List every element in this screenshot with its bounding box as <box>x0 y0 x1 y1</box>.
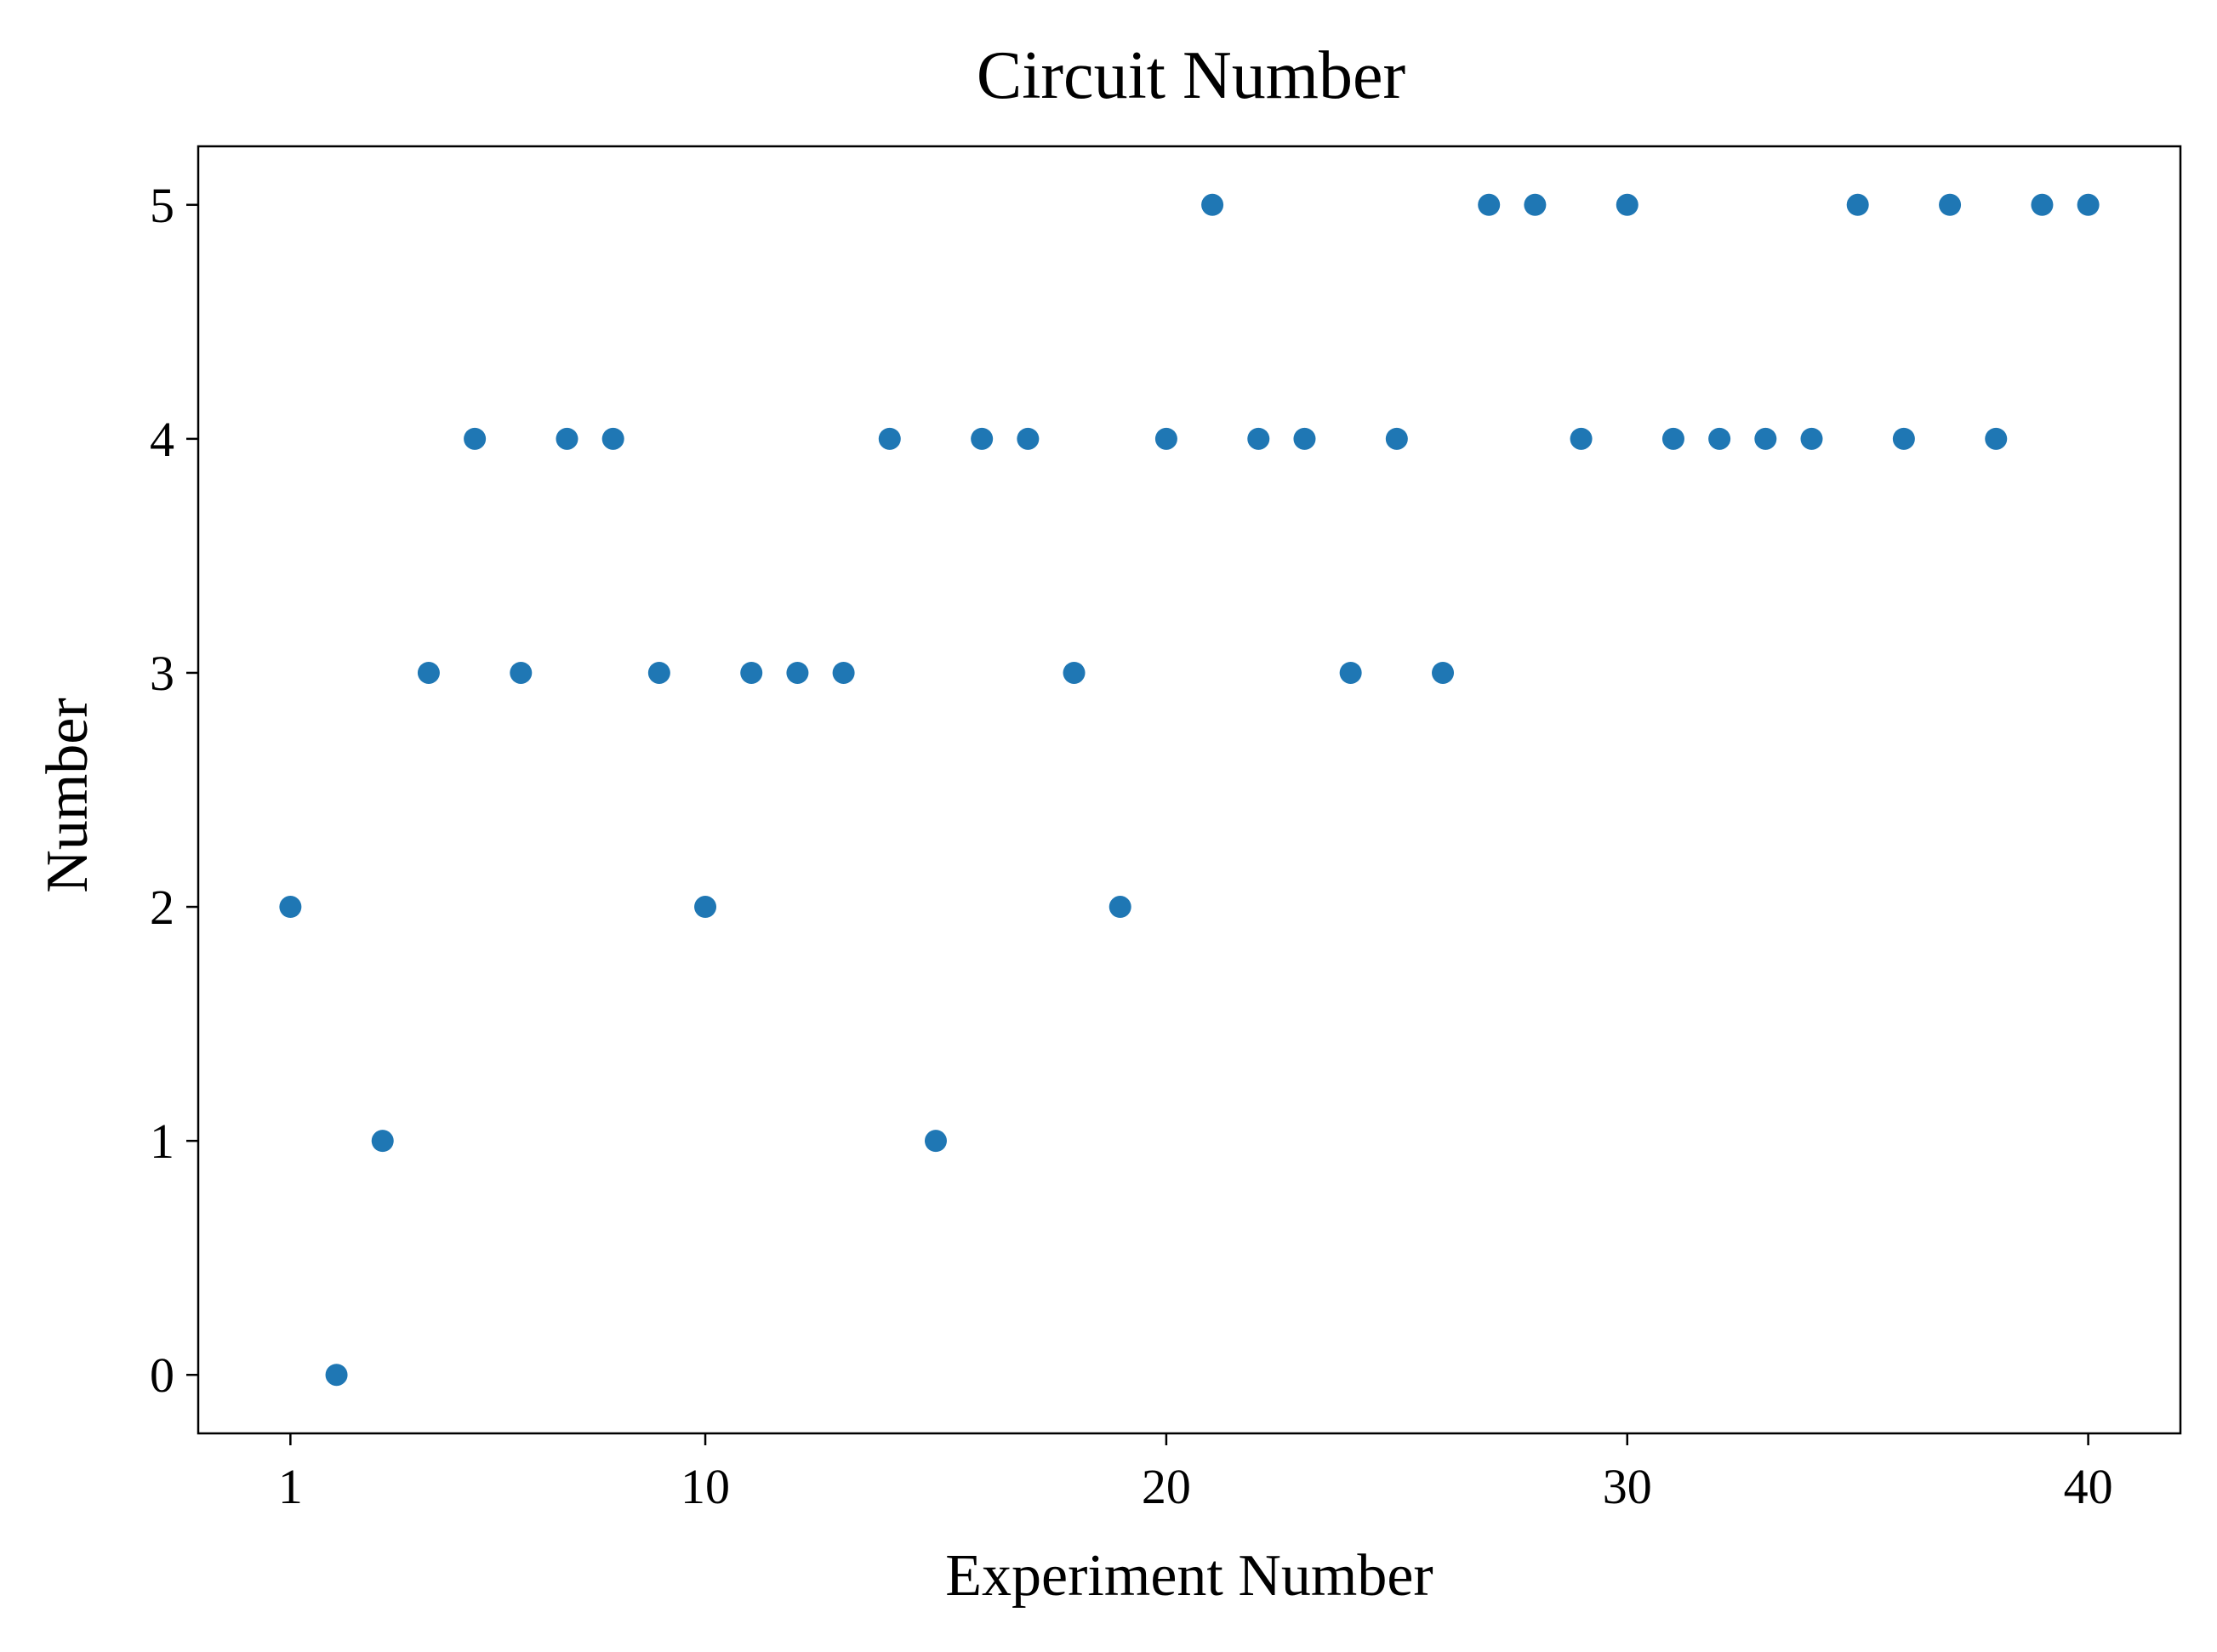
chart-title: Circuit Number <box>977 38 1405 113</box>
data-point <box>279 896 302 919</box>
data-point <box>1108 896 1131 919</box>
data-point <box>1846 193 1869 216</box>
plot-frame <box>197 145 2182 1435</box>
data-point <box>601 427 624 450</box>
data-point <box>924 1130 947 1153</box>
y-tick-label: 2 <box>150 880 174 935</box>
data-point <box>1154 427 1177 450</box>
data-point <box>1247 427 1270 450</box>
data-point <box>2077 193 2100 216</box>
data-point <box>1892 427 1915 450</box>
data-point <box>1939 193 1962 216</box>
data-point <box>464 427 487 450</box>
data-point <box>1985 427 2008 450</box>
data-point <box>2031 193 2054 216</box>
x-tick-label: 1 <box>278 1459 303 1514</box>
y-tick-label: 3 <box>150 646 174 701</box>
data-point <box>1708 427 1731 450</box>
x-tick-label: 20 <box>1142 1459 1191 1514</box>
data-points <box>279 193 2100 1387</box>
data-point <box>556 427 578 450</box>
data-point <box>1293 427 1316 450</box>
data-point <box>1570 427 1593 450</box>
y-axis-label: Number <box>35 698 100 892</box>
y-tick-label: 4 <box>150 412 174 467</box>
data-point <box>1063 661 1086 684</box>
data-point <box>832 661 855 684</box>
x-axis-label: Experiment Number <box>945 1543 1433 1609</box>
x-tick-label: 40 <box>2064 1459 2113 1514</box>
x-tick-label: 10 <box>681 1459 730 1514</box>
y-tick-label: 0 <box>150 1347 174 1403</box>
y-axis: 0 1 2 3 4 5 <box>150 178 198 1403</box>
data-point <box>878 427 901 450</box>
data-point <box>371 1130 394 1153</box>
x-axis: 1 10 20 30 40 <box>278 1433 2113 1514</box>
data-point <box>786 661 809 684</box>
data-point <box>971 427 994 450</box>
data-point <box>647 661 670 684</box>
y-tick-label: 5 <box>150 178 174 233</box>
data-point <box>1385 427 1408 450</box>
data-point <box>1616 193 1639 216</box>
data-point <box>1478 193 1501 216</box>
data-point <box>1432 661 1455 684</box>
data-point <box>417 661 440 684</box>
data-point <box>1754 427 1777 450</box>
data-point <box>1800 427 1823 450</box>
data-point <box>740 661 763 684</box>
data-point <box>1017 427 1040 450</box>
data-point <box>1201 193 1224 216</box>
x-tick-label: 30 <box>1603 1459 1652 1514</box>
y-tick-label: 1 <box>150 1114 174 1169</box>
data-point <box>510 661 533 684</box>
data-point <box>325 1364 348 1387</box>
data-point <box>1661 427 1684 450</box>
data-point <box>1524 193 1547 216</box>
data-point <box>694 896 717 919</box>
data-point <box>1339 661 1362 684</box>
